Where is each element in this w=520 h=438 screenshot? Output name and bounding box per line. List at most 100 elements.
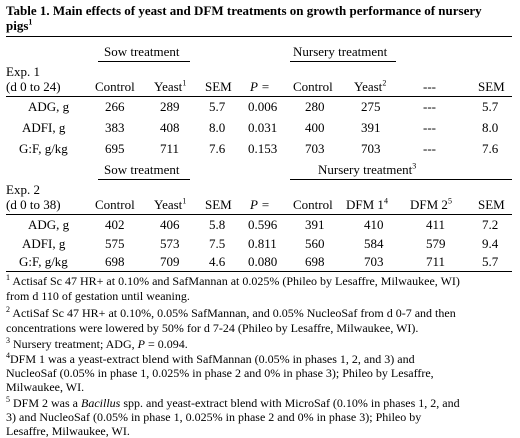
exp1-h-nur-yeast-label: Yeast [354, 79, 383, 94]
exp2-h-sow-sem: SEM [205, 197, 232, 212]
cell: 406 [160, 217, 180, 232]
cell: 5.7 [482, 99, 499, 114]
caption-text: Main effects of yeast and DFM treatments… [52, 3, 482, 18]
cell: 5.7 [209, 99, 226, 114]
caption-label: Table 1. [6, 3, 50, 18]
footnote-4-sup: 4 [6, 351, 10, 360]
exp1-h-sow-control: Control [95, 79, 135, 94]
exp2-header-rule [6, 214, 512, 215]
exp1-h-p: P = [250, 79, 270, 94]
footnote-1-line-1: 1 Actisaf Sc 47 HR+ at 0.10% and SafMann… [6, 273, 460, 289]
footnote-5-text-2: 3) and NucleoSaf (0.05% in phase 1, 0.02… [6, 410, 422, 424]
cell: 7.2 [482, 217, 499, 232]
footnote-2-line-1: 2 ActiSaf Sc 47 HR+ at 0.10%, 0.05% SafM… [6, 305, 456, 321]
bottom-rule [6, 271, 512, 272]
cell: 698 [305, 254, 325, 269]
cell: 703 [305, 141, 325, 156]
footnote-4-text-1: DFM 1 was a yeast-extract blend with Saf… [10, 352, 415, 366]
footnote-1-text-1: Actisaf Sc 47 HR+ at 0.10% and SafMannan… [12, 274, 460, 288]
cell: 5.7 [482, 254, 499, 269]
cell: 280 [305, 99, 325, 114]
cell: 9.4 [482, 236, 499, 251]
cell: 7.6 [209, 141, 226, 156]
footnote-1-text-2: from d 110 of gestation until weaning. [6, 289, 190, 303]
exp1-h-nur-yeast-sup: 2 [382, 78, 387, 88]
cell: 698 [105, 254, 125, 269]
cell: 703 [364, 254, 384, 269]
cell: --- [423, 99, 436, 114]
exp1-title: Exp. 1 [6, 64, 40, 79]
exp2-group-nursery-label: Nursery treatment [318, 162, 413, 177]
caption-sup: 1 [28, 17, 33, 27]
exp1-group-sow: Sow treatment [104, 44, 180, 59]
row-label: G:F, g/kg [19, 141, 68, 156]
cell: 573 [160, 236, 180, 251]
cell: 560 [305, 236, 325, 251]
exp2-group-sow: Sow treatment [104, 162, 180, 177]
footnote-5-text-1: DFM 2 was a Bacillus spp. and yeast-extr… [13, 396, 460, 410]
exp2-title: Exp. 2 [6, 182, 40, 197]
exp2-h-p: P = [250, 197, 270, 212]
cell: 5.8 [209, 217, 226, 232]
cell: 575 [105, 236, 125, 251]
footnote-5-text-3: Lesaffre, Milwaukee, WI. [6, 424, 130, 438]
exp1-period: (d 0 to 24) [6, 79, 61, 94]
exp2-group-nursery: Nursery treatment3 [318, 162, 416, 177]
exp1-sow-rule [98, 61, 190, 62]
table-caption-line2: pigs1 [6, 18, 32, 33]
cell: 711 [426, 254, 446, 269]
cell: 289 [160, 99, 180, 114]
exp2-h-dfm1: DFM 14 [346, 197, 388, 212]
caption-text2: pigs [6, 18, 29, 33]
exp2-h-dfm2-sup: 5 [447, 196, 452, 206]
cell: 402 [105, 217, 125, 232]
exp2-h-sow-yeast-label: Yeast [154, 197, 183, 212]
cell: --- [423, 141, 436, 156]
cell: 383 [105, 120, 125, 135]
row-label: G:F, g/kg [19, 254, 68, 269]
footnote-1-sup: 1 [6, 273, 10, 282]
exp2-h-sow-yeast: Yeast1 [154, 197, 186, 212]
cell: 0.031 [248, 120, 278, 135]
row-label: ADG, g [28, 99, 70, 114]
row-label: ADG, g [28, 217, 70, 232]
exp1-nursery-rule [290, 61, 396, 62]
cell: 0.811 [248, 236, 277, 251]
exp1-h-nur-control: Control [293, 79, 333, 94]
cell: 266 [105, 99, 125, 114]
footnote-2-text-2: concentrations were lowered by 50% for d… [6, 321, 419, 335]
footnote-2-sup: 2 [6, 305, 10, 314]
exp1-h-sow-yeast: Yeast1 [154, 79, 186, 94]
cell: 7.6 [482, 141, 499, 156]
exp2-h-dfm1-sup: 4 [383, 196, 388, 206]
footnote-2-text-1: ActiSaf Sc 47 HR+ at 0.10%, 0.05% SafMan… [12, 306, 456, 320]
cell: 8.0 [482, 120, 499, 135]
exp2-h-nur-sem: SEM [478, 197, 505, 212]
cell: 408 [160, 120, 180, 135]
exp2-sow-rule [98, 179, 190, 180]
top-rule [6, 36, 512, 37]
footnote-3-line-1: 3 Nursery treatment; ADG, P = 0.094. [6, 336, 188, 352]
cell: 0.080 [248, 254, 278, 269]
cell: 579 [426, 236, 446, 251]
cell: 391 [361, 120, 381, 135]
exp1-h-sow-sem: SEM [205, 79, 232, 94]
cell: 709 [160, 254, 180, 269]
exp1-header-rule [6, 96, 512, 97]
cell: 391 [305, 217, 325, 232]
cell: 0.153 [248, 141, 278, 156]
exp1-h-nur-sem: SEM [478, 79, 505, 94]
exp1-h-dash: --- [423, 79, 436, 94]
exp2-group-nursery-sup: 3 [412, 161, 417, 171]
footnote-3-sup: 3 [6, 336, 10, 345]
exp2-h-dfm2: DFM 25 [410, 197, 452, 212]
exp2-period: (d 0 to 38) [6, 197, 61, 212]
footnote-4-line-1: 4DFM 1 was a yeast-extract blend with Sa… [6, 351, 415, 367]
exp2-h-dfm2-label: DFM 2 [410, 197, 448, 212]
exp2-h-dfm1-label: DFM 1 [346, 197, 384, 212]
exp2-h-nur-control: Control [293, 197, 333, 212]
exp1-group-nursery: Nursery treatment [293, 44, 388, 59]
cell: 411 [426, 217, 446, 232]
cell: 275 [361, 99, 381, 114]
